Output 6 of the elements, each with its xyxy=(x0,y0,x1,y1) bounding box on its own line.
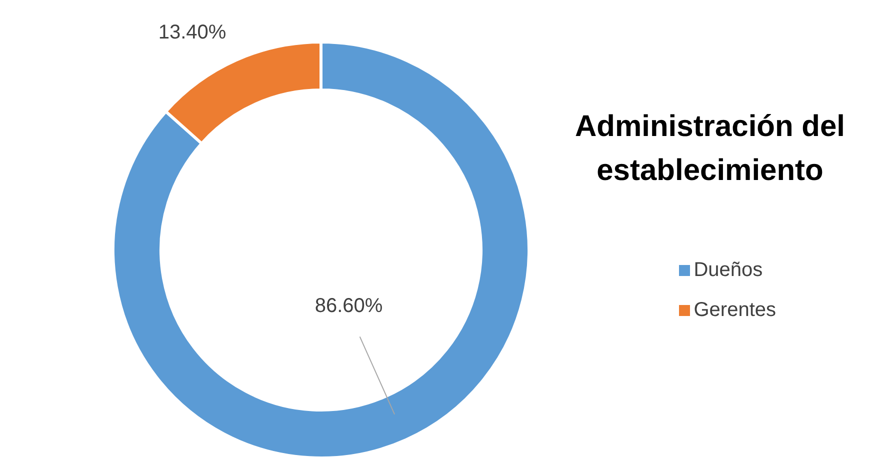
donut-slice xyxy=(112,40,530,460)
data-label: 86.60% xyxy=(314,295,383,318)
legend-label: Gerentes xyxy=(694,299,776,321)
legend-label: Dueños xyxy=(694,259,763,281)
data-label: 13.40% xyxy=(158,21,226,44)
text: Administración del establecimiento xyxy=(574,109,846,189)
